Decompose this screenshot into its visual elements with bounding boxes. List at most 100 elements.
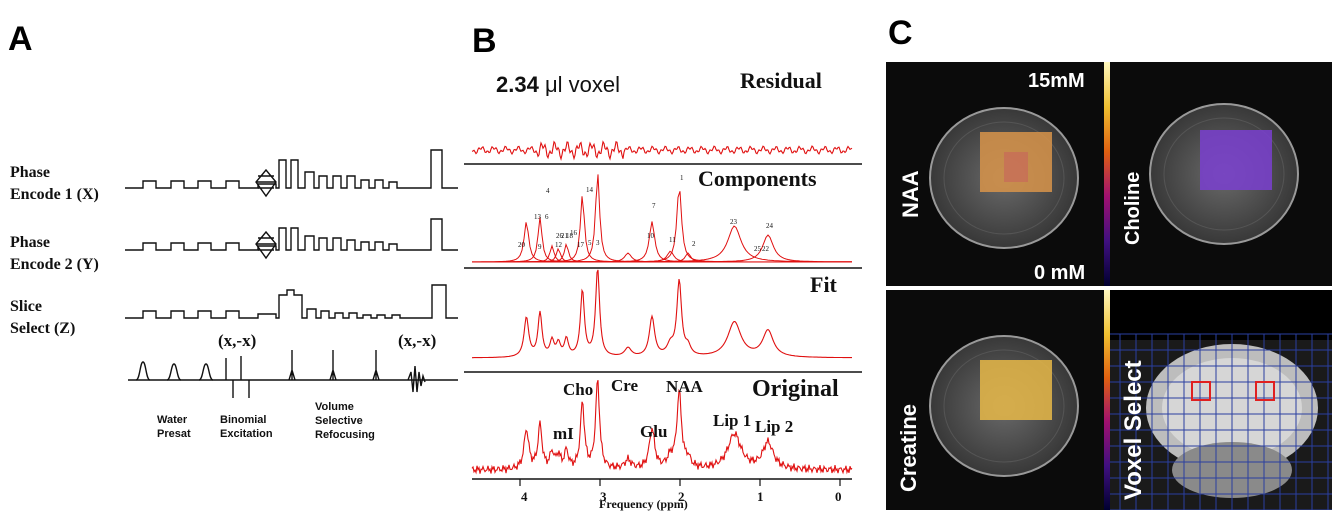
- selected-voxel-left: [1191, 381, 1211, 401]
- component-number: 20: [518, 241, 525, 249]
- presat-pulse: [135, 361, 151, 381]
- naa-map: [886, 62, 1104, 286]
- phase-label-1: (x,-x): [218, 331, 257, 350]
- brain-image: [1149, 103, 1299, 245]
- creatine-overlay: [980, 360, 1052, 420]
- refocusing-pulse: [329, 350, 337, 381]
- colorbar-2: [1104, 290, 1110, 510]
- component-peak: [472, 234, 852, 263]
- label-naa: NAA: [666, 377, 703, 396]
- voxel-unit: μl voxel: [544, 72, 620, 97]
- refocusing-pulse: [372, 350, 380, 381]
- component-number: 10: [647, 232, 654, 240]
- spectra-panel: [464, 140, 862, 486]
- section-title-fit: Fit: [810, 272, 837, 297]
- label-line: Volume: [315, 401, 354, 413]
- channel-label-phase-y: Phase Encode 2 (Y): [10, 232, 99, 276]
- component-number: 6: [545, 213, 549, 221]
- label-lip2: Lip 2: [755, 417, 794, 436]
- selected-voxel-right: [1255, 381, 1275, 401]
- component-peak: [472, 196, 852, 263]
- component-number: 4: [546, 187, 550, 195]
- choline-map: [1110, 62, 1332, 286]
- label-line: Presat: [157, 428, 191, 440]
- component-number: 1: [680, 174, 684, 182]
- component-number: 2: [692, 240, 696, 248]
- channel-label-slice-z: Slice Select (Z): [10, 296, 75, 340]
- component-number: 25: [754, 245, 761, 253]
- component-peak: [472, 174, 852, 263]
- panel-a-letter: A: [8, 20, 33, 58]
- component-number: 18: [566, 232, 573, 240]
- brain-image: [929, 335, 1079, 477]
- naa-label: NAA: [898, 170, 923, 218]
- original-spectrum: [471, 379, 853, 475]
- voxel-grid-image: [1110, 333, 1332, 510]
- label-line: Refocusing: [315, 429, 375, 441]
- fit-spectrum: [472, 269, 852, 359]
- binomial-pulse: [225, 356, 250, 398]
- component-number: 16: [570, 229, 577, 237]
- section-title-components: Components: [698, 166, 817, 191]
- phase-blip-y: [255, 230, 277, 260]
- component-number: 13: [534, 213, 541, 221]
- tick-label: 0: [835, 489, 842, 504]
- pulse-sequence-diagram: [125, 149, 458, 398]
- component-number: 5: [588, 239, 592, 247]
- channel-label-line2: Encode 2 (Y): [10, 256, 99, 273]
- brain-image: [929, 107, 1079, 249]
- choline-label: Choline: [1122, 171, 1144, 245]
- component-number: 12: [555, 241, 562, 249]
- scale-max-label: 15mM: [1028, 70, 1085, 92]
- voxel-select-map: [1110, 290, 1332, 510]
- label-lip1: Lip 1: [713, 411, 752, 430]
- scale-min-label: 0 mM: [1034, 262, 1086, 284]
- colorbar: [1104, 62, 1110, 286]
- binomial-excitation-label: Binomial Excitation: [220, 413, 273, 441]
- component-number: 11: [669, 236, 676, 244]
- channel-label-line1: Phase: [10, 164, 50, 181]
- tick-label: 4: [521, 489, 528, 504]
- presat-pulse: [166, 363, 182, 381]
- residual-spectrum: [471, 140, 853, 161]
- phase-blip-x: [255, 168, 277, 198]
- phase-label-2: (x,-x): [398, 331, 437, 350]
- component-peak: [472, 222, 852, 263]
- presat-pulse: [198, 363, 214, 381]
- label-mi: mI: [553, 424, 574, 443]
- voxel-size-label: 2.34 μl voxel: [496, 72, 620, 98]
- component-number: 17: [577, 241, 584, 249]
- component-number: 22: [762, 245, 769, 253]
- label-cho: Cho: [563, 380, 594, 399]
- channel-label-line2: Encode 1 (X): [10, 186, 99, 203]
- label-cre: Cre: [611, 376, 639, 395]
- x-axis-title: Frequency (ppm): [599, 497, 688, 511]
- channel-label-line2: Select (Z): [10, 320, 76, 337]
- gradient-waveform-x: [125, 149, 458, 189]
- voxel-value: 2.34: [496, 72, 539, 97]
- panel-b-letter: B: [472, 22, 497, 60]
- component-number: 7: [652, 202, 656, 210]
- acquisition-echo: [407, 365, 426, 393]
- tick-label: 2: [678, 489, 685, 504]
- refocusing-pulse: [288, 350, 296, 381]
- creatine-label: Creatine: [896, 403, 921, 492]
- section-title-residual: Residual: [740, 68, 822, 93]
- label-line: Selective: [315, 415, 363, 427]
- channel-label-phase-x: Phase Encode 1 (X): [10, 162, 99, 206]
- gradient-waveform-y: [125, 218, 458, 251]
- label-line: Binomial: [220, 414, 267, 426]
- volume-selective-refocusing-label: Volume Selective Refocusing: [315, 400, 375, 442]
- gradient-waveform-z: [125, 284, 458, 319]
- panel-c-letter: C: [888, 14, 913, 52]
- component-number: 24: [766, 222, 773, 230]
- component-peak: [472, 225, 852, 263]
- tick-label: 1: [757, 489, 764, 504]
- voxel-select-label: Voxel Select: [1120, 360, 1147, 500]
- tick-label: 3: [600, 489, 607, 504]
- label-line: Excitation: [220, 428, 273, 440]
- component-number: 3: [596, 239, 600, 247]
- label-line: Water: [157, 414, 188, 426]
- channel-label-line1: Slice: [10, 298, 42, 315]
- component-number: 9: [538, 243, 542, 251]
